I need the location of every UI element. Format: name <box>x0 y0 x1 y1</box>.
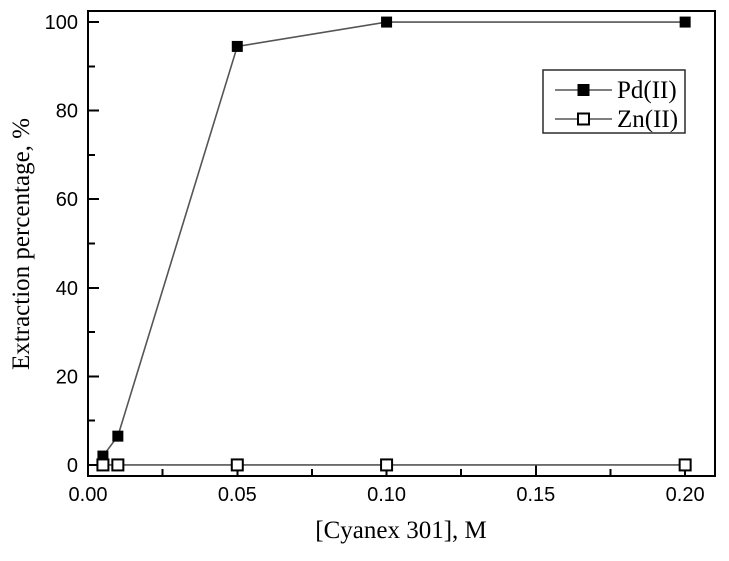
open-square-marker <box>380 458 394 472</box>
y-tick-label: 40 <box>56 278 78 300</box>
legend-label: Zn(II) <box>617 106 678 133</box>
y-axis-ticks <box>89 21 99 466</box>
x-tick-label: 0.05 <box>218 484 257 506</box>
legend-box <box>542 69 686 134</box>
x-tick-label: 0.10 <box>367 484 406 506</box>
filled-square-marker <box>381 16 393 28</box>
open-square-marker <box>96 458 110 472</box>
open-square-marker <box>678 458 692 472</box>
x-axis-title: [Cyanex 301], M <box>315 517 487 544</box>
y-axis-title: Extraction percentage, % <box>8 118 35 370</box>
open-square-icon <box>577 112 590 126</box>
x-tick-label: 0.20 <box>666 484 705 506</box>
x-tick-label: 0.00 <box>69 484 108 506</box>
y-tick-label: 60 <box>56 189 78 211</box>
legend-entry: Pd(II) <box>555 77 677 104</box>
open-square-marker <box>111 458 125 472</box>
legend-entry: Zn(II) <box>555 106 678 133</box>
y-tick-label: 20 <box>56 366 78 388</box>
filled-square-marker <box>231 40 243 52</box>
series-pd-ii <box>97 16 691 462</box>
plot-layer: 0.00 0.05 0.10 0.15 0.20 0 20 40 60 80 100 Pd(II)Zn… <box>8 10 716 544</box>
plot-area-border <box>87 10 716 477</box>
filled-square-marker <box>97 450 109 462</box>
y-tick-label: 0 <box>67 455 78 477</box>
x-tick-label: 0.15 <box>516 484 555 506</box>
legend-label: Pd(II) <box>617 77 677 104</box>
series-zn-ii <box>96 458 692 472</box>
y-axis-tick-labels: 0 20 40 60 80 100 <box>45 12 78 477</box>
legend: Pd(II)Zn(II) <box>542 69 686 134</box>
y-tick-label: 100 <box>45 12 78 34</box>
x-axis-tick-labels: 0.00 0.05 0.10 0.15 0.20 <box>69 484 705 506</box>
filled-square-marker <box>112 430 124 442</box>
filled-square-marker <box>679 16 691 28</box>
filled-square-icon <box>577 84 590 96</box>
open-square-marker <box>230 458 244 472</box>
y-tick-label: 80 <box>56 101 78 123</box>
